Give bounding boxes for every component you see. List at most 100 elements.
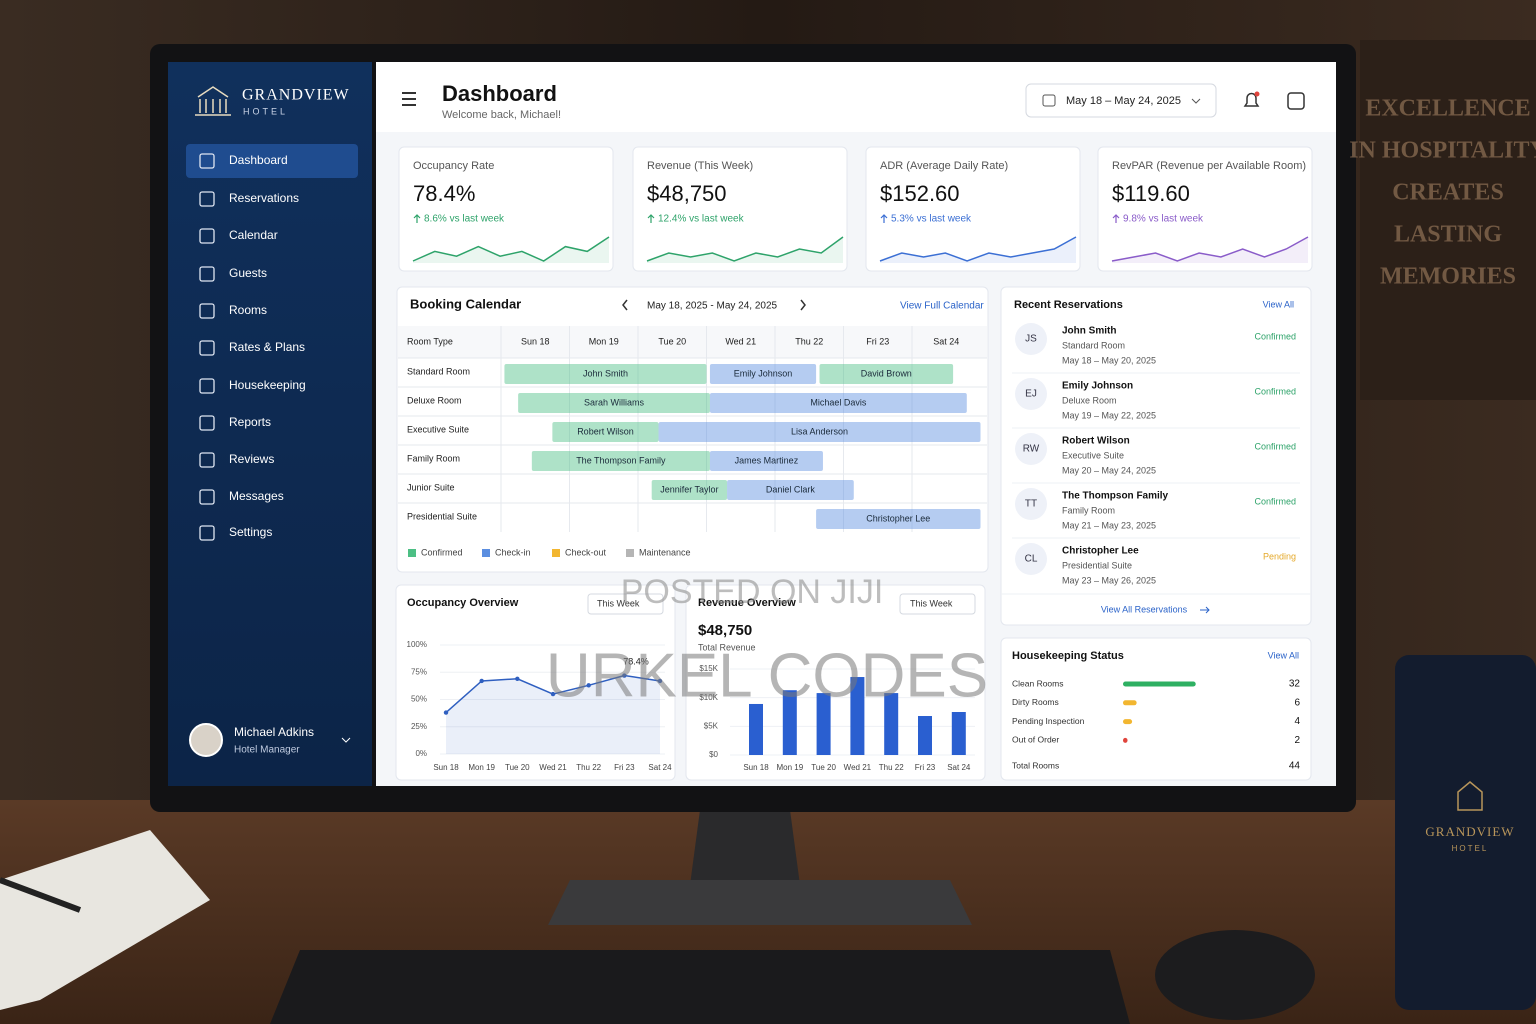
nav-item[interactable]: Messages	[229, 489, 284, 503]
user-name: Michael Adkins	[234, 725, 314, 739]
line-point	[479, 678, 484, 684]
mug-sub: HOTEL	[1452, 844, 1489, 853]
date-range[interactable]: May 18 – May 24, 2025	[1066, 95, 1181, 107]
nav-item[interactable]: Guests	[229, 266, 267, 280]
link[interactable]: View All	[1263, 299, 1294, 309]
period-select[interactable]	[587, 593, 664, 615]
booking-bar[interactable]	[709, 451, 823, 471]
guest-name[interactable]: Emily Johnson	[1062, 381, 1133, 392]
booking-bar[interactable]	[727, 480, 854, 500]
booking-bar[interactable]	[504, 364, 707, 384]
card-title: Occupancy Overview	[407, 597, 519, 609]
mouse	[1155, 930, 1315, 1020]
nav-icon	[199, 525, 215, 541]
date-picker[interactable]	[1025, 83, 1217, 118]
period-label[interactable]: This Week	[597, 598, 640, 608]
wall-text: EXCELLENCE	[1365, 96, 1530, 122]
booking-bar[interactable]	[816, 509, 981, 529]
booking-guest: John Smith	[583, 368, 628, 378]
bell-icon[interactable]	[1243, 92, 1260, 107]
guest-dates: May 20 – May 24, 2025	[1062, 465, 1156, 475]
nav-active	[186, 144, 358, 178]
booking-bar[interactable]	[651, 480, 728, 500]
booking-bar[interactable]	[709, 393, 967, 413]
booking-bar[interactable]	[531, 451, 710, 471]
header-title: Dashboard	[442, 81, 557, 106]
nav-item[interactable]: Rooms	[229, 303, 267, 317]
period-label[interactable]: This Week	[910, 598, 953, 608]
logout-icon[interactable]	[1287, 92, 1305, 110]
status: Confirmed	[1254, 496, 1296, 506]
user-role: Hotel Manager	[234, 745, 300, 756]
kpi-label: RevPAR (Revenue per Available Room)	[1112, 160, 1306, 172]
sparkline-area	[413, 237, 609, 263]
booking-bar[interactable]	[518, 393, 710, 413]
bar	[816, 693, 831, 755]
legend-label: Confirmed	[421, 547, 463, 557]
revenue-total: $48,750	[698, 622, 752, 639]
guest-dates: May 19 – May 22, 2025	[1062, 410, 1156, 420]
room-type: Presidential Suite	[407, 511, 477, 521]
line-point	[622, 673, 627, 678]
nav-item[interactable]: Reports	[229, 415, 271, 429]
period-select[interactable]	[899, 593, 976, 615]
status: Pending	[1263, 551, 1296, 561]
user-menu-chevron[interactable]	[341, 737, 351, 743]
nav-item[interactable]: Reviews	[229, 452, 274, 466]
guest-name[interactable]: The Thompson Family	[1062, 491, 1169, 502]
guest-room: Presidential Suite	[1062, 560, 1132, 570]
line-point	[443, 710, 449, 715]
legend-swatch	[626, 549, 634, 557]
guest-name[interactable]: John Smith	[1062, 326, 1116, 337]
avatar-initials: CL	[1025, 554, 1038, 565]
booking-bar[interactable]	[819, 364, 954, 384]
booking-bar[interactable]	[709, 364, 817, 384]
link[interactable]: View All Reservations	[1101, 604, 1188, 614]
link-arrow	[1200, 606, 1210, 614]
guest-name[interactable]: Robert Wilson	[1062, 436, 1130, 447]
avatar-initials: TT	[1025, 499, 1037, 510]
notebook	[0, 830, 210, 1010]
sidebar	[168, 62, 372, 786]
column-header: Sun 18	[521, 336, 550, 346]
nav-item[interactable]: Rates & Plans	[229, 340, 305, 354]
prev-arrow[interactable]	[622, 299, 628, 311]
wall-sign	[1360, 40, 1536, 400]
kpi-change: 12.4% vs last week	[658, 214, 745, 225]
next-arrow[interactable]	[800, 299, 806, 311]
user-avatar[interactable]	[189, 723, 223, 757]
monitor-base	[548, 880, 972, 925]
nav-item[interactable]: Calendar	[229, 228, 278, 242]
watermark: URKEL CODES	[546, 641, 988, 710]
kpi-card	[632, 146, 848, 272]
sparkline	[1111, 236, 1309, 262]
legend-swatch	[408, 549, 416, 557]
booking-bar[interactable]	[658, 422, 981, 442]
nav-item[interactable]: Reservations	[229, 191, 299, 205]
room-type: Junior Suite	[407, 482, 455, 492]
avatar	[1015, 488, 1047, 520]
wall-text: MEMORIES	[1380, 264, 1516, 290]
nav-item[interactable]: Dashboard	[229, 153, 288, 167]
annotation: 78.4%	[623, 656, 649, 666]
link[interactable]: View Full Calendar	[900, 301, 984, 312]
hamburger[interactable]	[402, 92, 416, 106]
up-arrow	[413, 214, 421, 223]
booking-guest: Robert Wilson	[577, 426, 634, 436]
nav-item[interactable]: Housekeeping	[229, 378, 306, 392]
housekeeping-card	[1000, 637, 1312, 781]
room-type: Family Room	[407, 453, 460, 463]
card-title: Recent Reservations	[1014, 299, 1123, 311]
link[interactable]: View All	[1268, 650, 1299, 660]
pen	[0, 877, 82, 913]
logo	[195, 86, 231, 116]
bar	[951, 712, 966, 755]
sparkline	[879, 236, 1077, 262]
guest-name[interactable]: Christopher Lee	[1062, 546, 1139, 557]
line-area	[446, 675, 660, 754]
booking-guest: James Martinez	[735, 455, 799, 465]
booking-bar[interactable]	[552, 422, 659, 442]
status: Confirmed	[1254, 386, 1296, 396]
nav-icon	[199, 228, 215, 244]
nav-item[interactable]: Settings	[229, 525, 272, 539]
